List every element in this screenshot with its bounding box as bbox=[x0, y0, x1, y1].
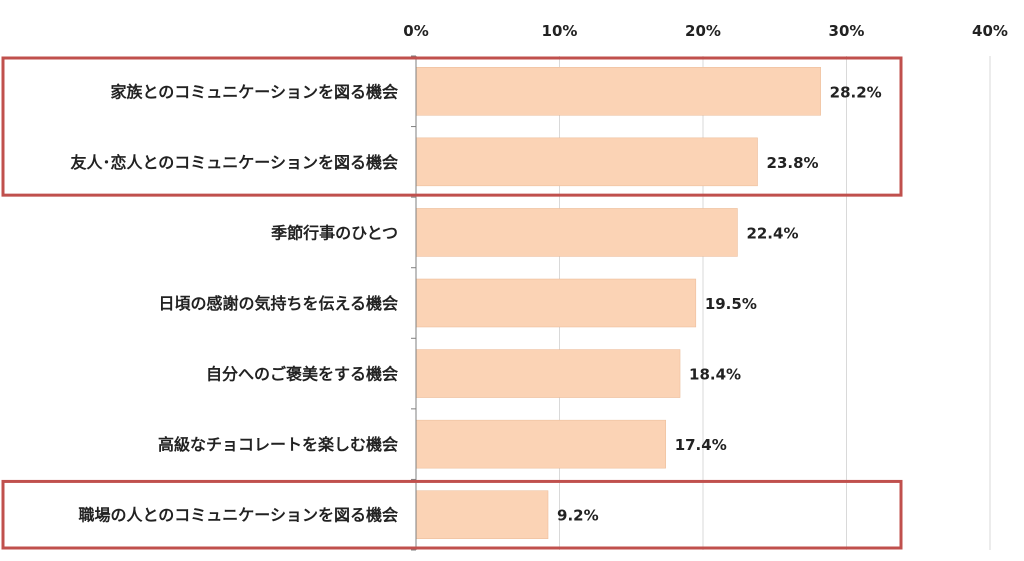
bar bbox=[415, 67, 821, 116]
data-label: 18.4% bbox=[689, 366, 741, 384]
data-label: 28.2% bbox=[830, 83, 882, 101]
y-axis bbox=[411, 55, 417, 551]
x-tick-label: 20% bbox=[685, 22, 721, 40]
category-label: 季節行事のひとつ bbox=[270, 223, 398, 242]
data-label: 17.4% bbox=[675, 436, 727, 454]
category-label: 自分へのご褒美をする機会 bbox=[206, 365, 398, 384]
bar bbox=[415, 349, 681, 398]
data-label: 9.2% bbox=[557, 507, 599, 525]
category-label: 職場の人とのコミュニケーションを図る機会 bbox=[78, 506, 398, 525]
category-labels: 家族とのコミュニケーションを図る機会友人･恋人とのコミュニケーションを図る機会季… bbox=[70, 82, 398, 524]
highlight-box bbox=[1, 56, 903, 197]
x-tick-label: 40% bbox=[972, 22, 1008, 40]
bar bbox=[415, 278, 697, 328]
x-tick-label: 10% bbox=[542, 22, 578, 40]
category-label: 日頃の感謝の気持ちを伝える機会 bbox=[158, 294, 398, 313]
x-axis-ticks: 0% 10% 20% 30% 40% bbox=[403, 22, 1008, 40]
bar bbox=[415, 490, 549, 539]
data-label: 23.8% bbox=[767, 154, 819, 172]
x-tick-label: 30% bbox=[829, 22, 865, 40]
category-label: 家族とのコミュニケーションを図る機会 bbox=[110, 82, 398, 101]
data-labels: 28.2% 23.8% 22.4% 19.5% 18.4% 17.4% 9.2% bbox=[557, 83, 882, 524]
bar bbox=[415, 208, 738, 257]
bars bbox=[415, 67, 821, 539]
category-label: 友人･恋人とのコミュニケーションを図る機会 bbox=[70, 153, 398, 172]
data-label: 22.4% bbox=[746, 224, 798, 242]
highlight-boxes bbox=[1, 56, 903, 550]
bar bbox=[415, 137, 758, 187]
category-label: 高級なチョコレートを楽しむ機会 bbox=[158, 435, 398, 454]
data-label: 19.5% bbox=[705, 295, 757, 313]
highlight-box bbox=[1, 479, 903, 550]
x-tick-label: 0% bbox=[403, 22, 428, 40]
bar bbox=[415, 419, 666, 469]
